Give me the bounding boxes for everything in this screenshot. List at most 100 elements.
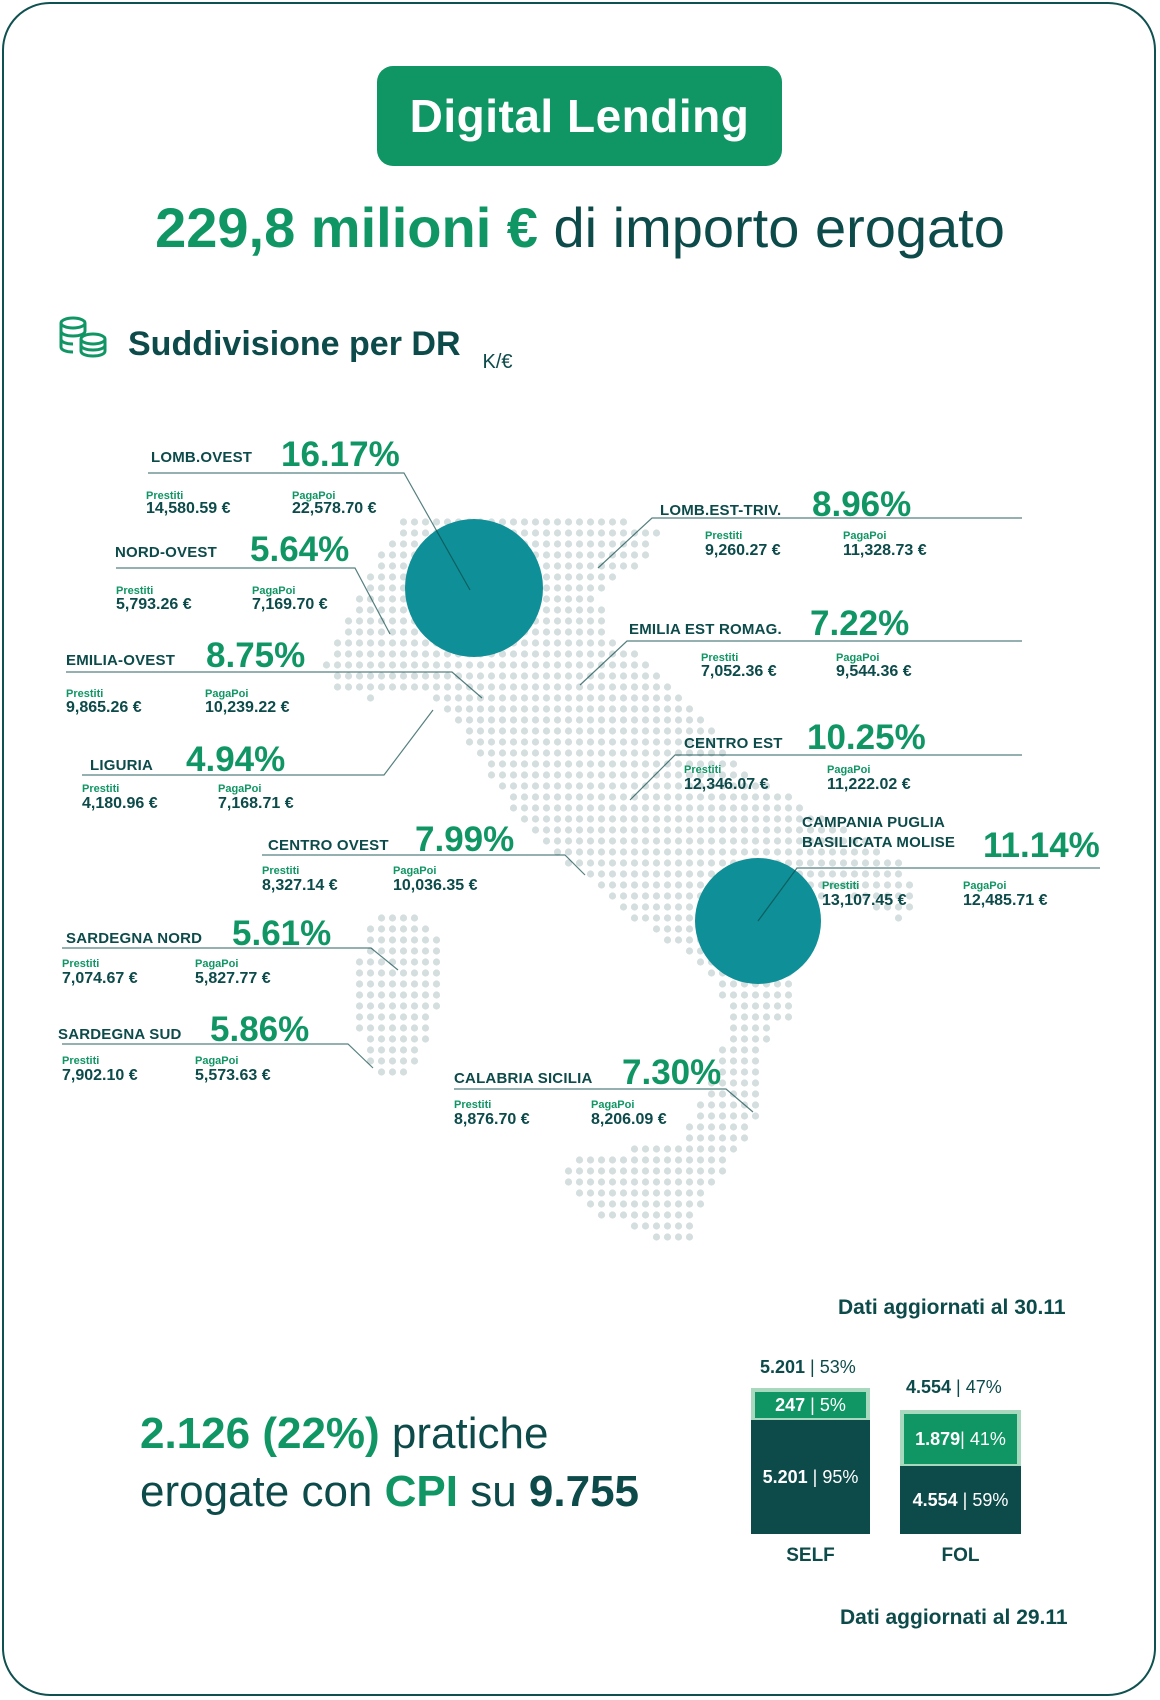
- region-name: CENTRO EST: [684, 735, 783, 752]
- pagapoi-label: PagaPoi: [195, 958, 239, 970]
- prestiti-label: Prestiti: [66, 688, 104, 700]
- headline: 229,8 milioni € di importo erogato: [0, 195, 1160, 260]
- region-percentage: 16.17%: [281, 435, 400, 474]
- prestiti-value: 7,052.36 €: [701, 663, 777, 680]
- pagapoi-value: 11,222.02 €: [827, 776, 911, 793]
- region-name: LOMB.EST-TRIV.: [660, 502, 782, 519]
- prestiti-value: 7,074.67 €: [62, 970, 138, 987]
- region-name: CAMPANIA PUGLIA: [802, 814, 945, 831]
- bar-self-total-value: 5.201: [760, 1357, 806, 1377]
- leader-line: [262, 854, 586, 876]
- bar-self-total-pct: 53%: [819, 1357, 856, 1377]
- coins-icon: [58, 315, 108, 364]
- cpi-total: 9.755: [528, 1467, 640, 1516]
- prestiti-label: Prestiti: [822, 880, 860, 892]
- prestiti-value: 12,346.07 €: [684, 776, 769, 793]
- pagapoi-label: PagaPoi: [252, 585, 296, 597]
- pagapoi-value: 10,036.35 €: [393, 877, 478, 894]
- region-percentage: 8.75%: [206, 636, 306, 675]
- region-percentage: 5.61%: [232, 914, 332, 953]
- bar-fol-rest-segment: 4.554 | 59%: [900, 1466, 1021, 1534]
- bar-self: 247 | 5% 5.201 | 95%: [751, 1388, 870, 1534]
- prestiti-label: Prestiti: [116, 585, 154, 597]
- prestiti-label: Prestiti: [705, 530, 743, 542]
- region-percentage: 4.94%: [186, 740, 286, 779]
- region-name: LIGURIA: [90, 757, 154, 774]
- bar-fol-total-value: 4.554: [906, 1377, 952, 1397]
- cpi-summary: 2.126 (22%) pratiche erogate con CPI su …: [140, 1405, 639, 1521]
- pagapoi-label: PagaPoi: [205, 688, 249, 700]
- leader-line: [82, 709, 434, 776]
- prestiti-label: Prestiti: [146, 490, 184, 502]
- region-name: SARDEGNA NORD: [66, 930, 203, 947]
- pagapoi-label: PagaPoi: [591, 1099, 635, 1111]
- prestiti-label: Prestiti: [684, 764, 722, 776]
- prestiti-value: 5,793.26 €: [116, 596, 192, 613]
- bar-fol: 1.879| 41% 4.554 | 59%: [900, 1410, 1021, 1534]
- cpi-count: 2.126 (22%): [140, 1409, 380, 1458]
- prestiti-value: 9,865.26 €: [66, 699, 142, 716]
- prestiti-value: 9,260.27 €: [705, 542, 781, 559]
- leader-line: [757, 867, 1100, 922]
- leader-line: [116, 567, 391, 635]
- leader-line: [629, 754, 1022, 801]
- headline-value: 229,8 milioni €: [155, 196, 538, 259]
- pagapoi-value: 12,485.71 €: [963, 892, 1048, 909]
- region-name: EMILIA EST ROMAG.: [629, 621, 782, 638]
- prestiti-label: Prestiti: [262, 865, 300, 877]
- leader-line: [66, 671, 483, 699]
- pagapoi-value: 7,168.71 €: [218, 795, 294, 812]
- pagapoi-label: PagaPoi: [827, 764, 871, 776]
- bubble-lomb-ovest: [405, 519, 543, 657]
- region-percentage: 7.30%: [622, 1053, 722, 1092]
- cpi-text3: su: [457, 1467, 529, 1516]
- prestiti-label: Prestiti: [701, 652, 739, 664]
- section-title: Suddivisione per DR: [128, 325, 461, 363]
- leader-line: [597, 517, 1022, 569]
- prestiti-value: 7,902.10 €: [62, 1067, 138, 1084]
- cpi-label: CPI: [384, 1467, 458, 1516]
- prestiti-value: 14,580.59 €: [146, 500, 231, 517]
- pagapoi-value: 9,544.36 €: [836, 663, 912, 680]
- pagapoi-label: PagaPoi: [292, 490, 336, 502]
- bar-fol-total-pct: 47%: [965, 1377, 1002, 1397]
- pagapoi-value: 5,573.63 €: [195, 1067, 271, 1084]
- region-name: LOMB.OVEST: [151, 449, 253, 466]
- pagapoi-value: 22,578.70 €: [292, 500, 377, 517]
- pagapoi-label: PagaPoi: [963, 880, 1007, 892]
- prestiti-value: 8,876.70 €: [454, 1111, 530, 1128]
- pagapoi-label: PagaPoi: [393, 865, 437, 877]
- region-percentage: 10.25%: [807, 718, 926, 757]
- pagapoi-value: 10,239.22 €: [205, 699, 290, 716]
- bar-self-rest-segment: 5.201 | 95%: [751, 1420, 870, 1534]
- headline-text: di importo erogato: [537, 196, 1005, 259]
- leader-line: [579, 640, 1022, 686]
- update-note-1: Dati aggiornati al 30.11: [838, 1296, 1066, 1319]
- region-name: EMILIA-OVEST: [66, 652, 176, 669]
- prestiti-value: 8,327.14 €: [262, 877, 338, 894]
- cpi-text1: pratiche: [379, 1409, 549, 1458]
- bar-fol-label: FOL: [941, 1545, 980, 1566]
- pagapoi-value: 11,328.73 €: [843, 542, 927, 559]
- region-name: CALABRIA SICILIA: [454, 1070, 593, 1087]
- bar-fol-cpi-segment: 1.879| 41%: [904, 1414, 1017, 1464]
- region-percentage: 7.22%: [810, 604, 910, 643]
- region-percentage: 8.96%: [812, 485, 912, 524]
- region-name: SARDEGNA SUD: [58, 1026, 182, 1043]
- section-unit: K/€: [482, 351, 513, 373]
- prestiti-label: Prestiti: [82, 783, 120, 795]
- leader-line: [454, 1088, 754, 1113]
- title-badge: Digital Lending: [377, 66, 782, 166]
- bar-self-cpi-segment: 247 | 5%: [755, 1392, 866, 1418]
- bar-self-total: 5.201 | 53%: [760, 1357, 856, 1377]
- update-note-2: Dati aggiornati al 29.11: [840, 1606, 1068, 1629]
- section-header: Suddivisione per DR K/€: [58, 315, 513, 373]
- region-name: NORD-OVEST: [115, 544, 218, 561]
- prestiti-label: Prestiti: [454, 1099, 492, 1111]
- pagapoi-label: PagaPoi: [843, 530, 887, 542]
- bar-fol-total: 4.554 | 47%: [906, 1377, 1002, 1397]
- region-percentage: 5.86%: [210, 1010, 310, 1049]
- pagapoi-label: PagaPoi: [218, 783, 262, 795]
- region-percentage: 7.99%: [415, 820, 515, 859]
- prestiti-value: 4,180.96 €: [82, 795, 158, 812]
